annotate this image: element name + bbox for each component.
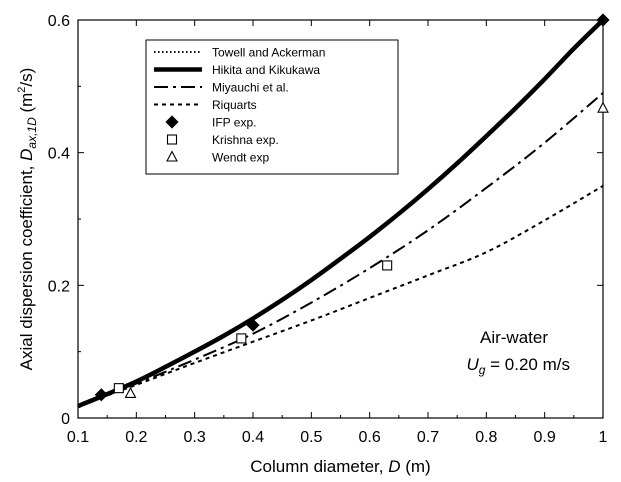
series-line-hikita-and-kikukawa <box>77 18 605 409</box>
x-tick-label: 0.6 <box>359 429 381 446</box>
x-tick-label: 0.2 <box>125 429 147 446</box>
y-axis-title-sub: ax,1D <box>25 117 39 149</box>
legend-marker-diamond <box>165 115 179 129</box>
legend-label: Miyauchi et al. <box>212 81 289 95</box>
annotation-line2: Ug = 0.20 m/s <box>466 355 570 377</box>
legend-marker-square <box>166 134 178 145</box>
annotation: Air-water Ug = 0.20 m/s <box>466 328 570 377</box>
points-layer <box>94 13 610 402</box>
x-axis-title: Column diameter, D (m) <box>250 457 430 476</box>
legend-label: Riquarts <box>212 98 257 112</box>
y-axis-title-var: D <box>17 149 36 161</box>
y-axis-title-text: Axial dispersion coefficient, <box>17 161 36 370</box>
legend-label: Krishna exp. <box>212 133 279 147</box>
x-tick-label: 0.3 <box>184 429 206 446</box>
legend-label: Hikita and Kikukawa <box>212 63 320 77</box>
annotation-var: U <box>466 355 479 374</box>
y-tick-label: 0.2 <box>48 278 70 295</box>
x-tick-label: 0.1 <box>67 429 89 446</box>
legend: Towell and Ackerman Hikita and Kikukawa Mi… <box>145 39 399 175</box>
x-axis-title-text: Column diameter, <box>250 457 388 476</box>
x-tick-label: 1 <box>599 429 608 446</box>
x-tick-label: 0.9 <box>534 429 556 446</box>
data-point-square <box>236 333 247 344</box>
data-point-diamond <box>94 388 108 402</box>
data-point-square <box>113 383 124 394</box>
data-point-diamond <box>596 13 610 27</box>
legend-label: Wendt exp <box>212 151 269 165</box>
series-layer <box>77 18 605 409</box>
x-tick-label: 0.4 <box>242 429 264 446</box>
x-axis-title-unit: (m) <box>401 457 431 476</box>
annotation-rest: = 0.20 m/s <box>485 355 570 374</box>
legend-box <box>145 39 399 175</box>
legend-label: Towell and Ackerman <box>212 46 325 60</box>
legend-label: IFP exp. <box>212 116 256 130</box>
data-point-diamond <box>246 318 260 332</box>
annotation-sub: g <box>479 363 486 377</box>
annotation-line1: Air-water <box>480 328 548 347</box>
y-axis-title-unit-sup: 2 <box>16 87 28 93</box>
y-tick-label: 0.4 <box>48 146 70 163</box>
axes: 0.1 0.2 0.3 0.4 0.5 0.6 0.7 0.8 0.9 1 0 0.2 0.4 0.6 <box>48 13 608 446</box>
data-point-square <box>382 260 393 271</box>
x-tick-label: 0.5 <box>300 429 322 446</box>
y-axis-title-unit-post: /s) <box>17 68 36 87</box>
data-point-triangle <box>597 101 609 113</box>
x-tick-label: 0.8 <box>475 429 497 446</box>
x-tick-label: 0.7 <box>417 429 439 446</box>
legend-marker-triangle <box>166 150 178 162</box>
data-point-triangle <box>124 386 137 399</box>
y-tick-label: 0 <box>61 411 70 428</box>
x-axis-title-var: D <box>388 457 400 476</box>
series-line-miyauchi-et-al <box>77 92 604 407</box>
y-axis-title-unit-pre: (m <box>17 93 36 118</box>
y-tick-label: 0.6 <box>48 13 70 30</box>
y-axis-title: Axial dispersion coefficient, Dax,1D (m2… <box>16 68 39 371</box>
